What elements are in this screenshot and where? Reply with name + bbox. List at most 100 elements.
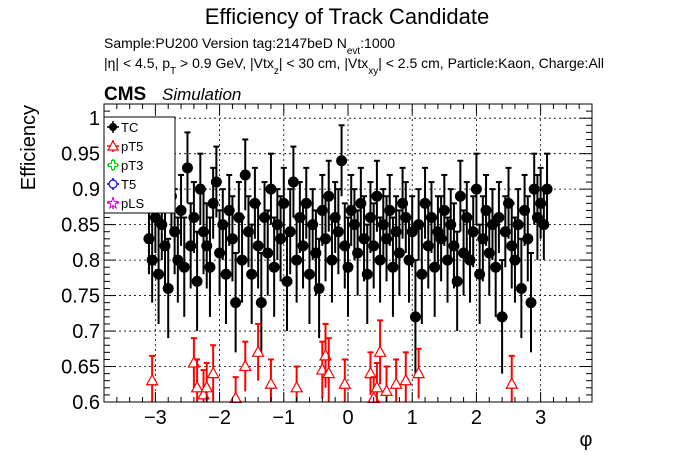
data-point (522, 233, 534, 245)
legend: TC pT5 pT3 T5 pLS (103, 116, 176, 214)
data-point (190, 380, 204, 393)
data-point (451, 275, 463, 287)
data-point (368, 240, 380, 252)
data-point (290, 380, 304, 393)
legend-entry-label: pLS (121, 196, 144, 211)
data-point (229, 391, 243, 404)
data-point (338, 377, 352, 389)
data-point (373, 345, 387, 357)
data-point (300, 197, 312, 209)
data-point (416, 268, 428, 280)
data-point (493, 212, 505, 224)
y-tick-label: 0.95 (61, 144, 100, 166)
data-point (438, 204, 450, 216)
data-point (303, 268, 315, 280)
axes: −3 −2 −1 0 1 2 3 0.6 0.65 0.7 0.75 0.8 0.85 0.9 0.95 1 (61, 103, 593, 429)
x-axis-label: φ (580, 429, 593, 451)
data-point (412, 366, 426, 379)
data-point (145, 373, 159, 386)
data-point (172, 254, 184, 266)
legend-marker (109, 123, 117, 131)
data-point (252, 240, 264, 252)
y-tick-label: 0.65 (61, 357, 100, 379)
data-point (268, 261, 280, 273)
data-point (496, 311, 508, 323)
data-point (200, 380, 214, 393)
data-point (230, 297, 242, 309)
data-point (541, 183, 553, 195)
x-tick-label: −2 (208, 407, 231, 429)
data-point (393, 247, 405, 259)
data-point (291, 254, 303, 266)
data-point (389, 377, 403, 389)
data-point (264, 377, 278, 389)
data-point (454, 190, 466, 202)
data-point (297, 240, 309, 252)
data-point (326, 254, 338, 266)
data-point (352, 247, 364, 259)
data-point (251, 345, 265, 357)
data-point (467, 226, 479, 238)
data-point (490, 261, 502, 273)
y-tick-label: 0.9 (72, 179, 100, 201)
data-point (505, 377, 519, 389)
x-tick-label: 0 (342, 407, 353, 429)
x-tick-label: 2 (471, 407, 482, 429)
legend-marker (106, 139, 120, 151)
cms-simulation-label: Simulation (162, 85, 241, 104)
legend-marker (108, 179, 118, 189)
legend-marker (106, 196, 120, 210)
data-point (181, 162, 193, 174)
legend-entry-label: pT5 (121, 139, 143, 154)
data-point (178, 261, 190, 273)
data-point (515, 282, 527, 294)
y-tick-label: 1 (89, 108, 100, 130)
y-tick-label: 0.8 (72, 250, 100, 272)
data-point (406, 226, 418, 238)
data-point (322, 366, 336, 379)
y-axis-label: Efficiency (18, 105, 40, 190)
series-pt5 (145, 319, 519, 404)
data-point (313, 282, 325, 294)
data-point (363, 366, 377, 379)
data-point (512, 219, 524, 231)
data-point (323, 190, 335, 202)
data-point (206, 366, 220, 379)
data-point (370, 380, 384, 393)
data-point (220, 268, 232, 280)
data-point (238, 359, 252, 372)
data-point (470, 183, 482, 195)
legend-entry-label: TC (121, 120, 138, 135)
cms-label: CMS (104, 84, 146, 105)
data-point (399, 373, 413, 386)
series-tc (143, 124, 553, 374)
data-point (278, 197, 290, 209)
legend-marker (108, 160, 118, 170)
data-point (525, 297, 537, 309)
data-point (153, 268, 165, 280)
data-point (226, 233, 238, 245)
legend-entry-label: T5 (121, 177, 136, 192)
y-tick-label: 0.7 (72, 321, 100, 343)
data-point (204, 261, 216, 273)
sample-info: Sample:PU200 Version tag:2147beD Nevt:10… (104, 35, 395, 57)
data-point (236, 254, 248, 266)
data-point (380, 384, 394, 396)
data-point (320, 233, 332, 245)
data-point (371, 190, 383, 202)
data-point (191, 275, 203, 287)
y-tick-label: 0.75 (61, 286, 100, 308)
x-tick-label: 1 (407, 407, 418, 429)
x-tick-label: −3 (144, 407, 167, 429)
data-point (210, 176, 222, 188)
x-tick-label: −1 (272, 407, 295, 429)
legend-entry-label: pT3 (121, 158, 143, 173)
data-point (342, 261, 354, 273)
y-tick-label: 0.85 (61, 215, 100, 237)
x-tick-label: 3 (535, 407, 546, 429)
data-points (143, 124, 553, 404)
data-point (162, 282, 174, 294)
chart-title: Efficiency of Track Candidate (205, 4, 490, 29)
data-point (361, 268, 373, 280)
selection-info: |η| < 4.5, pT > 0.9 GeV, |Vtxz| < 30 cm,… (104, 55, 604, 77)
